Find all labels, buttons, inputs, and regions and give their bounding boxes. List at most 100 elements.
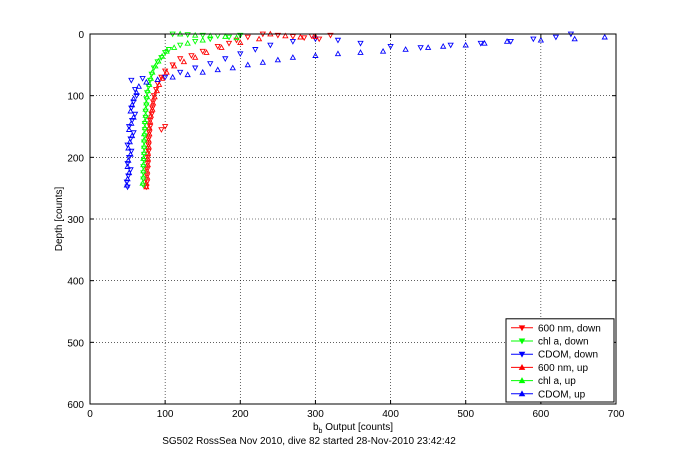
figure-caption: SG502 RossSea Nov 2010, dive 82 started … — [162, 436, 456, 447]
legend-item: CDOM, up — [511, 389, 586, 400]
x-axis-label-main: b — [313, 422, 319, 433]
data-point — [147, 112, 155, 118]
data-point — [192, 65, 199, 72]
x-tick-label: 300 — [307, 409, 324, 420]
data-point — [507, 39, 514, 45]
data-point — [130, 95, 137, 102]
legend-item: chl a, up — [511, 376, 576, 387]
data-point — [147, 75, 155, 81]
data-point — [170, 44, 178, 50]
data-point — [140, 142, 148, 149]
x-axis-label-rest: Output [counts] — [322, 422, 393, 433]
data-point — [128, 101, 136, 108]
data-point — [357, 40, 364, 47]
y-tick-label: 300 — [67, 215, 84, 226]
legend-marker — [518, 390, 526, 397]
data-point — [571, 35, 578, 42]
data-point — [130, 130, 137, 136]
data-point — [282, 32, 289, 39]
data-point — [177, 56, 184, 62]
x-tick-label: 500 — [457, 409, 474, 420]
data-point — [158, 52, 166, 59]
data-point — [123, 179, 130, 186]
data-point — [128, 148, 135, 155]
data-point — [334, 50, 342, 57]
data-point — [143, 167, 151, 174]
data-point — [503, 38, 511, 44]
data-point — [163, 47, 170, 54]
data-point — [140, 155, 147, 161]
data-point — [192, 39, 199, 45]
data-point — [142, 112, 149, 118]
data-point — [218, 44, 225, 50]
x-tick-label: 700 — [608, 409, 625, 420]
data-point — [229, 64, 236, 71]
data-point — [259, 59, 266, 65]
data-point — [131, 87, 139, 93]
data-point — [477, 40, 484, 47]
data-point — [199, 68, 206, 75]
data-point — [144, 87, 152, 94]
data-point — [300, 35, 308, 42]
data-point — [143, 78, 150, 85]
legend-label: CDOM, down — [538, 350, 598, 361]
data-point — [184, 39, 191, 46]
legend: 600 nm, down chl a, down CDOM, down 600 nm,… — [505, 318, 615, 403]
data-point — [154, 76, 161, 83]
legend-marker — [518, 351, 526, 358]
data-point — [133, 89, 140, 95]
data-point — [130, 99, 137, 106]
legend-label: CDOM, up — [538, 389, 586, 400]
data-point — [334, 37, 342, 44]
data-point — [289, 34, 297, 40]
data-point — [128, 120, 135, 126]
legend-marker — [518, 338, 526, 345]
data-point — [140, 167, 147, 174]
data-point — [127, 150, 134, 157]
data-point — [255, 35, 263, 42]
data-point — [158, 127, 165, 133]
data-point — [130, 113, 137, 120]
data-point — [199, 36, 206, 43]
data-point — [222, 33, 229, 39]
series-2 — [123, 31, 575, 191]
data-point — [143, 173, 151, 180]
data-point — [161, 124, 169, 130]
x-axis-label-subscript: b — [319, 428, 323, 435]
data-point — [146, 130, 153, 137]
data-point — [142, 105, 149, 112]
data-point — [274, 56, 282, 63]
data-point — [357, 49, 364, 55]
legend-label: 600 nm, up — [538, 363, 588, 374]
data-point — [379, 47, 387, 54]
data-point — [127, 167, 134, 173]
data-point — [140, 161, 147, 168]
data-point — [124, 161, 131, 167]
data-point — [144, 155, 152, 161]
data-point — [207, 32, 214, 39]
data-point — [312, 33, 319, 39]
data-point — [207, 61, 214, 67]
data-point — [203, 49, 210, 55]
data-point — [316, 36, 323, 43]
legend-item: chl a, down — [511, 337, 589, 348]
data-point — [289, 39, 297, 45]
y-tick-label: 100 — [67, 92, 84, 103]
data-point — [131, 111, 139, 118]
data-point — [135, 83, 143, 89]
y-tick-label: 500 — [67, 338, 84, 349]
y-tick-label: 600 — [67, 400, 84, 411]
data-point — [140, 136, 148, 143]
data-point — [199, 32, 206, 39]
legend-marker — [518, 325, 526, 332]
data-point — [124, 175, 131, 182]
y-tick-label: 200 — [67, 153, 84, 164]
series-3 — [143, 30, 319, 190]
legend-box — [505, 318, 615, 403]
data-point — [170, 62, 178, 69]
data-point — [214, 66, 221, 73]
data-point — [146, 124, 153, 131]
data-point — [128, 132, 136, 139]
data-point — [125, 173, 132, 180]
